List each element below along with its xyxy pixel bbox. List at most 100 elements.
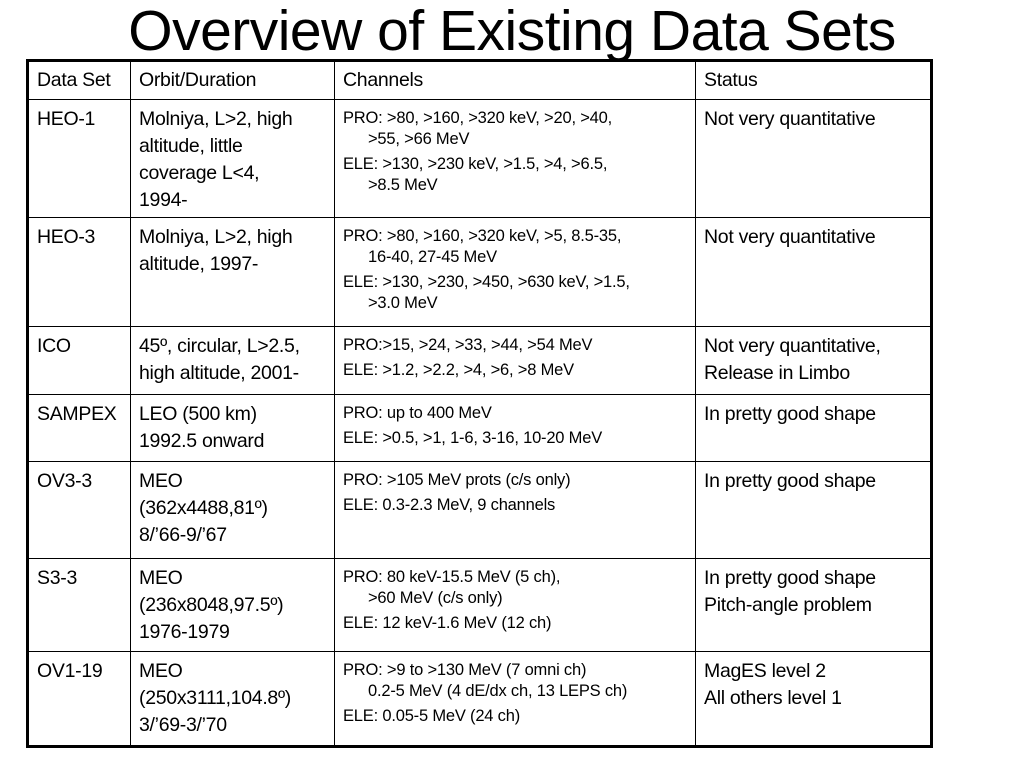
cell-channels: PRO: >9 to >130 MeV (7 omni ch) 0.2-5 MeV… <box>334 651 696 747</box>
cell-channels: PRO: >105 MeV prots (c/s only) ELE: 0.3-2… <box>334 461 696 559</box>
channel-line: ELE: >0.5, >1, 1-6, 3-16, 10-20 MeV <box>343 429 602 447</box>
header-status: Status <box>695 60 932 100</box>
cell-orbit-duration: Molniya, L>2, high altitude, 1997- <box>130 217 335 327</box>
channel-line: ELE: 0.05-5 MeV (24 ch) <box>343 707 520 725</box>
channel-entry: PRO: up to 400 MeV <box>343 403 687 424</box>
channel-entry: ELE: >0.5, >1, 1-6, 3-16, 10-20 MeV <box>343 428 687 449</box>
cell-status: Not very quantitative, Release in Limbo <box>695 326 932 395</box>
cell-data-set: OV3-3 <box>27 461 131 559</box>
cell-status: In pretty good shape Pitch-angle problem <box>695 558 932 652</box>
orbit-line: (362x4488,81º) <box>139 497 268 519</box>
channel-entry: PRO: 80 keV-15.5 MeV (5 ch), >60 MeV (c/s… <box>343 567 687 609</box>
data-set-name: HEO-3 <box>37 226 96 248</box>
cell-channels: PRO: >80, >160, >320 keV, >5, 8.5-35, 16-… <box>334 217 696 327</box>
channel-entry: ELE: >1.2, >2.2, >4, >6, >8 MeV <box>343 360 687 381</box>
channel-entry: PRO: >80, >160, >320 keV, >20, >40, >55, … <box>343 108 687 150</box>
orbit-line: MEO <box>139 660 183 682</box>
cell-orbit-duration: Molniya, L>2, high altitude, little covera… <box>130 99 335 218</box>
orbit-line: 1994- <box>139 189 188 211</box>
channel-line: PRO: up to 400 MeV <box>343 404 492 422</box>
table-row: OV3-3 MEO (362x4488,81º) 8/’66-9/’67 PRO: >1… <box>27 461 932 559</box>
slide-title: Overview of Existing Data Sets <box>128 0 896 63</box>
channel-entry: ELE: 0.05-5 MeV (24 ch) <box>343 706 687 727</box>
data-sets-table: Data Set Orbit/Duration Channels Status … <box>26 59 933 748</box>
channel-entry: ELE: 12 keV-1.6 MeV (12 ch) <box>343 613 687 634</box>
channel-line: 16-40, 27-45 MeV <box>368 248 497 266</box>
channel-line: ELE: >130, >230 keV, >1.5, >4, >6.5, <box>343 155 608 173</box>
cell-channels: PRO:>15, >24, >33, >44, >54 MeV ELE: >1.2… <box>334 326 696 395</box>
status-line: Not very quantitative <box>704 226 876 248</box>
channel-line: PRO: 80 keV-15.5 MeV (5 ch), <box>343 568 561 586</box>
table-row: OV1-19 MEO (250x3111,104.8º) 3/’69-3/’70 PRO… <box>27 651 932 747</box>
cell-channels: PRO: 80 keV-15.5 MeV (5 ch), >60 MeV (c/s… <box>334 558 696 652</box>
orbit-line: Molniya, L>2, high <box>139 108 293 130</box>
data-set-name: HEO-1 <box>37 108 96 130</box>
data-set-name: S3-3 <box>37 567 77 589</box>
channel-line: ELE: 0.3-2.3 MeV, 9 channels <box>343 496 556 514</box>
cell-data-set: S3-3 <box>27 558 131 652</box>
cell-data-set: OV1-19 <box>27 651 131 747</box>
cell-orbit-duration: 45º, circular, L>2.5, high altitude, 2001… <box>130 326 335 395</box>
orbit-line: 1976-1979 <box>139 621 230 643</box>
channel-line: 0.2-5 MeV (4 dE/dx ch, 13 LEPS ch) <box>368 682 628 700</box>
channel-line: PRO: >105 MeV prots (c/s only) <box>343 471 571 489</box>
cell-status: Not very quantitative <box>695 99 932 218</box>
data-set-name: OV3-3 <box>37 470 92 492</box>
channel-line: PRO: >80, >160, >320 keV, >20, >40, <box>343 109 612 127</box>
cell-channels: PRO: >80, >160, >320 keV, >20, >40, >55, … <box>334 99 696 218</box>
channel-line: >60 MeV (c/s only) <box>368 589 503 607</box>
channel-entry: ELE: 0.3-2.3 MeV, 9 channels <box>343 495 687 516</box>
orbit-line: coverage L<4, <box>139 162 260 184</box>
channel-line: ELE: 12 keV-1.6 MeV (12 ch) <box>343 614 552 632</box>
data-set-name: OV1-19 <box>37 660 103 682</box>
channel-line: PRO:>15, >24, >33, >44, >54 MeV <box>343 336 593 354</box>
table-row: SAMPEX LEO (500 km) 1992.5 onward PRO: up t… <box>27 394 932 462</box>
cell-data-set: HEO-3 <box>27 217 131 327</box>
header-data-set: Data Set <box>27 60 131 100</box>
orbit-line: LEO (500 km) <box>139 403 257 425</box>
table-row: HEO-1 Molniya, L>2, high altitude, little c… <box>27 99 932 218</box>
orbit-line: Molniya, L>2, high <box>139 226 293 248</box>
cell-data-set: HEO-1 <box>27 99 131 218</box>
channel-entry: ELE: >130, >230, >450, >630 keV, >1.5, >3… <box>343 272 687 314</box>
status-line: In pretty good shape <box>704 403 876 425</box>
orbit-line: 1992.5 onward <box>139 430 265 452</box>
status-line: Release in Limbo <box>704 362 850 384</box>
cell-status: In pretty good shape <box>695 461 932 559</box>
cell-orbit-duration: MEO (362x4488,81º) 8/’66-9/’67 <box>130 461 335 559</box>
channel-entry: PRO: >105 MeV prots (c/s only) <box>343 470 687 491</box>
table-row: ICO 45º, circular, L>2.5, high altitude, 2… <box>27 326 932 395</box>
status-line: Not very quantitative <box>704 108 876 130</box>
cell-orbit-duration: MEO (236x8048,97.5º) 1976-1979 <box>130 558 335 652</box>
cell-orbit-duration: LEO (500 km) 1992.5 onward <box>130 394 335 462</box>
orbit-line: altitude, 1997- <box>139 253 259 275</box>
cell-status: MagES level 2 All others level 1 <box>695 651 932 747</box>
data-set-name: ICO <box>37 335 71 357</box>
cell-orbit-duration: MEO (250x3111,104.8º) 3/’69-3/’70 <box>130 651 335 747</box>
orbit-line: 8/’66-9/’67 <box>139 524 227 546</box>
orbit-line: 45º, circular, L>2.5, <box>139 335 300 357</box>
channel-entry: ELE: >130, >230 keV, >1.5, >4, >6.5, >8.5… <box>343 154 687 196</box>
header-channels: Channels <box>334 60 696 100</box>
status-line: All others level 1 <box>704 687 842 709</box>
channel-line: >8.5 MeV <box>368 176 438 194</box>
channel-line: >55, >66 MeV <box>368 130 470 148</box>
channel-line: ELE: >130, >230, >450, >630 keV, >1.5, <box>343 273 630 291</box>
status-line: In pretty good shape <box>704 470 876 492</box>
cell-status: Not very quantitative <box>695 217 932 327</box>
table-row: HEO-3 Molniya, L>2, high altitude, 1997- PR… <box>27 217 932 327</box>
status-line: MagES level 2 <box>704 660 826 682</box>
data-set-name: SAMPEX <box>37 403 117 425</box>
orbit-line: high altitude, 2001- <box>139 362 299 384</box>
status-line: Not very quantitative, <box>704 335 881 357</box>
channel-entry: PRO: >80, >160, >320 keV, >5, 8.5-35, 16-… <box>343 226 687 268</box>
channel-line: PRO: >80, >160, >320 keV, >5, 8.5-35, <box>343 227 622 245</box>
orbit-line: altitude, little <box>139 135 243 157</box>
table-header-row: Data Set Orbit/Duration Channels Status <box>27 60 932 100</box>
status-line: In pretty good shape <box>704 567 876 589</box>
status-line: Pitch-angle problem <box>704 594 872 616</box>
cell-data-set: SAMPEX <box>27 394 131 462</box>
orbit-line: MEO <box>139 567 183 589</box>
channel-entry: PRO: >9 to >130 MeV (7 omni ch) 0.2-5 MeV… <box>343 660 687 702</box>
orbit-line: 3/’69-3/’70 <box>139 714 227 736</box>
